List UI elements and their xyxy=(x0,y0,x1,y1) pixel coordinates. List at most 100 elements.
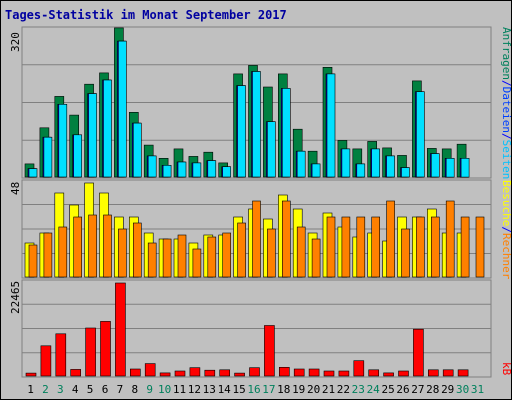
bar-kb xyxy=(55,333,67,377)
bar-rechner xyxy=(222,232,231,278)
bar-kb xyxy=(40,345,52,377)
bar-kb xyxy=(383,372,394,377)
x-tick-label: 28 xyxy=(426,383,439,396)
x-tick-label: 23 xyxy=(352,383,365,396)
bars-top-series xyxy=(24,27,470,178)
bar-seiten xyxy=(356,163,366,178)
x-tick-label: 2 xyxy=(42,383,49,396)
bar-seiten xyxy=(386,155,395,178)
x-tick-label: 8 xyxy=(131,383,138,396)
legend-entry: Dateien xyxy=(500,87,512,133)
bar-seiten xyxy=(296,150,306,178)
bar-kb xyxy=(427,369,439,377)
bar-rechner xyxy=(386,200,395,278)
bar-rechner xyxy=(43,232,53,278)
bar-seiten xyxy=(133,122,142,178)
bar-rechner xyxy=(416,216,425,278)
bar-seiten xyxy=(58,104,68,178)
bar-rechner xyxy=(311,238,321,278)
bar-kb xyxy=(323,370,335,377)
bar-seiten xyxy=(103,79,112,178)
bar-kb xyxy=(25,372,37,377)
bar-kb xyxy=(353,360,365,377)
bar-seiten xyxy=(311,163,321,178)
legend-entry: Rechner xyxy=(500,233,512,280)
bar-seiten xyxy=(147,155,157,178)
x-tick-label: 25 xyxy=(381,383,394,396)
bar-seiten xyxy=(445,158,455,178)
bar-kb xyxy=(293,368,305,377)
bar-rechner xyxy=(88,214,97,278)
legend-entry: Anfragen xyxy=(500,27,512,80)
x-tick-label: 18 xyxy=(277,383,290,396)
bar-kb xyxy=(278,366,290,377)
bar-kb xyxy=(189,367,201,377)
x-tick-label: 7 xyxy=(117,383,124,396)
ytick-bottom-max: 22465 xyxy=(9,281,22,314)
bar-kb xyxy=(174,370,186,377)
x-tick-label: 15 xyxy=(232,383,245,396)
bar-kb xyxy=(100,321,111,377)
x-tick-label: 1 xyxy=(27,383,34,396)
x-tick-label: 27 xyxy=(411,383,424,396)
bar-kb xyxy=(308,368,320,377)
bar-kb xyxy=(130,368,141,377)
x-tick-label: 20 xyxy=(307,383,320,396)
bar-kb xyxy=(398,370,409,377)
bar-kb xyxy=(234,372,245,377)
x-tick-label: 22 xyxy=(337,383,350,396)
legend-entry: / xyxy=(500,80,512,87)
bar-seiten xyxy=(252,71,261,178)
bar-kb xyxy=(159,372,171,377)
bar-rechner xyxy=(73,216,82,278)
bar-rechner xyxy=(28,244,38,278)
bar-kb xyxy=(368,369,380,377)
bar-rechner xyxy=(162,238,172,278)
bars-middle-series xyxy=(24,182,485,278)
chart-title: Tages-Statistik im Monat September 2017 xyxy=(5,8,287,22)
x-tick-label: 31 xyxy=(471,383,484,396)
bar-seiten xyxy=(222,166,231,178)
bar-seiten xyxy=(281,88,291,178)
x-tick-label: 9 xyxy=(146,383,153,396)
bar-kb xyxy=(70,369,81,377)
legend-bottom: kB xyxy=(500,362,512,376)
legend-top: Anfragen/Dateien/Seiten xyxy=(500,27,512,179)
x-tick-label: 10 xyxy=(158,383,171,396)
bar-rechner xyxy=(237,222,246,278)
bar-rechner xyxy=(267,228,276,278)
bar-kb xyxy=(457,369,469,377)
bar-rechner xyxy=(401,228,410,278)
x-tick-label: 29 xyxy=(441,383,454,396)
legend-entry: Seiten xyxy=(500,140,512,180)
bar-rechner xyxy=(177,234,187,278)
bar-seiten xyxy=(430,153,440,178)
bar-kb xyxy=(442,369,454,377)
bar-rechner xyxy=(58,226,68,278)
bar-rechner xyxy=(103,214,112,278)
x-tick-label: 16 xyxy=(247,383,260,396)
bar-rechner xyxy=(118,228,127,278)
bar-rechner xyxy=(326,216,336,278)
legend-middle: Besuche/Rechner xyxy=(500,180,512,280)
bar-seiten xyxy=(43,136,53,178)
bar-kb xyxy=(264,325,275,377)
bar-seiten xyxy=(28,168,38,178)
x-tick-label: 17 xyxy=(262,383,275,396)
x-tick-label: 24 xyxy=(367,383,381,396)
bar-rechner xyxy=(475,216,485,278)
bar-kb xyxy=(204,369,216,377)
x-tick-label: 19 xyxy=(292,383,305,396)
x-tick-label: 13 xyxy=(203,383,216,396)
bar-rechner xyxy=(356,216,366,278)
bars-bottom-series xyxy=(25,282,469,377)
x-tick-label: 11 xyxy=(173,383,186,396)
bar-rechner xyxy=(192,248,202,278)
bar-seiten xyxy=(192,162,202,178)
bar-seiten xyxy=(371,148,381,178)
bar-seiten xyxy=(88,93,97,178)
bar-rechner xyxy=(460,216,470,278)
bar-rechner xyxy=(133,222,142,278)
bar-rechner xyxy=(252,200,261,278)
